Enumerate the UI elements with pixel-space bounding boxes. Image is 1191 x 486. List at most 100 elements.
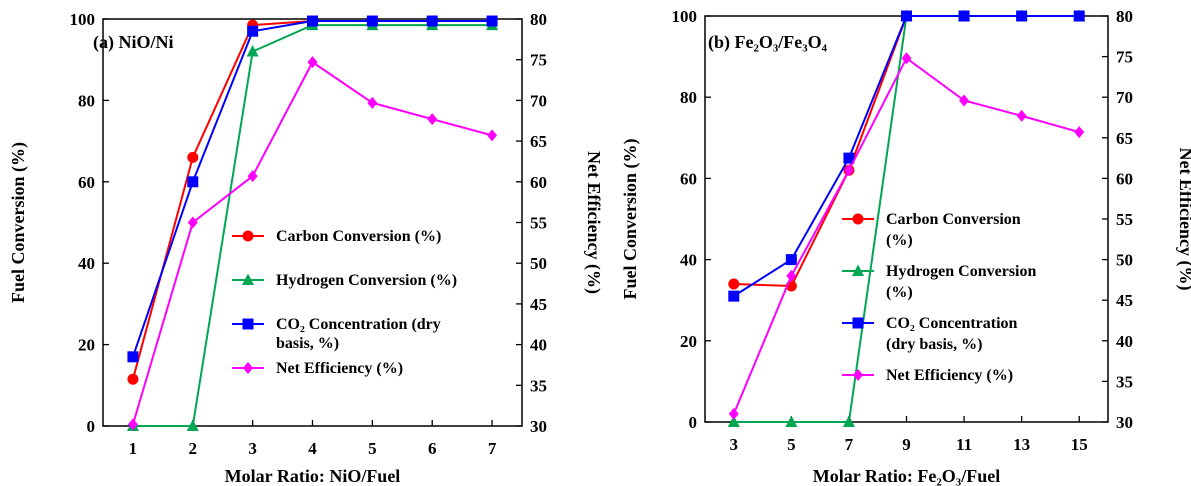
y-tick-label: 60: [78, 173, 95, 192]
y2-axis-title: Net Efficiency (%): [1175, 148, 1191, 291]
data-point: [842, 415, 855, 427]
y2-tick-label: 30: [530, 417, 547, 436]
x-tick-label: 7: [845, 435, 854, 454]
series-4: [127, 56, 498, 431]
data-point: [186, 419, 199, 431]
y2-tick-label: 60: [1116, 169, 1133, 188]
data-point: [727, 415, 740, 427]
y2-tick-label: 75: [1116, 48, 1133, 67]
legend-entry: Hydrogen Conversion (%): [232, 272, 457, 289]
y2-tick-label: 75: [530, 51, 547, 70]
y2-tick-label: 40: [1116, 332, 1133, 351]
legend: Carbon Conversion (%) Hydrogen Conversion (…: [842, 211, 1036, 384]
legend-marker: [853, 369, 863, 381]
y2-tick-label: 55: [1116, 210, 1133, 229]
x-tick-label: 11: [956, 435, 972, 454]
data-point: [785, 254, 797, 266]
data-point: [901, 10, 912, 22]
legend-label: Carbon Conversion (%): [276, 228, 441, 245]
data-point: [187, 151, 199, 163]
legend-entry: Hydrogen Conversion (%): [842, 263, 1036, 301]
data-point: [728, 290, 740, 302]
data-point: [307, 15, 318, 27]
legend-entry: Carbon Conversion (%): [232, 228, 441, 245]
x-tick-label: 3: [248, 439, 257, 458]
x-tick-label: 2: [189, 439, 198, 458]
data-point: [127, 418, 138, 431]
x-tick-label: 6: [428, 439, 437, 458]
legend-marker: [243, 362, 253, 374]
y2-tick-label: 70: [530, 91, 547, 110]
legend-label: (%): [886, 232, 913, 249]
legend-label: Hydrogen Conversion: [886, 263, 1036, 280]
series-3: [127, 15, 498, 363]
data-point: [959, 94, 970, 107]
y-tick-label: 100: [70, 10, 96, 29]
x-tick-label: 3: [730, 435, 739, 454]
data-point: [901, 52, 912, 65]
x-axis-title: Molar Ratio: Fe₂O₃/Fuel: [813, 466, 1000, 486]
data-point: [187, 216, 198, 229]
legend-label: (%): [886, 284, 913, 301]
x-tick-label: 5: [787, 435, 796, 454]
legend-entry: Net Efficiency (%): [842, 367, 1013, 384]
data-point: [843, 164, 854, 177]
series-4: [728, 52, 1085, 420]
legend-marker: [852, 317, 864, 329]
data-point: [786, 269, 797, 282]
y-tick-label: 20: [78, 336, 95, 355]
data-point: [366, 15, 378, 27]
y2-tick-label: 70: [1116, 88, 1133, 107]
data-point: [843, 152, 855, 164]
x-tick-label: 13: [1013, 435, 1030, 454]
legend-label: Net Efficiency (%): [886, 367, 1013, 384]
legend: Carbon Conversion (%) Hydrogen Conversion…: [232, 228, 457, 377]
legend-entry: CO₂ Concentration (dry basis, %): [232, 316, 441, 352]
y-axis-title: Fuel Conversion (%): [8, 142, 29, 303]
y-tick-label: 40: [78, 254, 95, 273]
y-tick-label: 0: [87, 417, 96, 436]
y2-tick-label: 45: [530, 295, 547, 314]
y-tick-label: 0: [689, 413, 698, 432]
y-tick-label: 20: [680, 332, 697, 351]
y2-tick-label: 80: [1116, 7, 1133, 26]
x-tick-label: 5: [368, 439, 377, 458]
series-line: [131, 20, 493, 358]
y2-tick-label: 40: [530, 336, 547, 355]
y2-tick-label: 65: [1116, 129, 1133, 148]
legend-entry: Net Efficiency (%): [232, 360, 403, 377]
y2-tick-label: 30: [1116, 413, 1133, 432]
y-tick-label: 40: [680, 251, 697, 270]
legend-label: basis, %): [276, 335, 339, 352]
data-point: [1074, 126, 1085, 139]
y2-tick-label: 35: [1116, 372, 1133, 391]
data-point: [1016, 10, 1028, 22]
legend-label: Net Efficiency (%): [276, 360, 403, 377]
y2-tick-label: 35: [530, 376, 547, 395]
data-point: [246, 45, 259, 57]
data-point: [487, 129, 498, 142]
legend-label: CO₂ Concentration: [886, 315, 1018, 332]
x-axis-title: Molar Ratio: NiO/Fuel: [225, 466, 401, 486]
data-point: [127, 373, 139, 385]
data-point: [247, 25, 259, 37]
series-3: [728, 10, 1085, 302]
legend-marker: [242, 318, 254, 330]
y-tick-label: 80: [680, 88, 697, 107]
y-tick-label: 100: [672, 7, 698, 26]
y2-tick-label: 45: [1116, 291, 1133, 310]
x-tick-label: 15: [1071, 435, 1088, 454]
data-point: [728, 407, 739, 420]
y2-tick-label: 65: [530, 132, 547, 151]
data-point: [785, 415, 798, 427]
legend-marker: [242, 230, 254, 242]
y2-tick-label: 80: [530, 10, 547, 29]
data-point: [367, 96, 378, 109]
legend-label: Hydrogen Conversion (%): [276, 272, 457, 289]
legend-entry: Carbon Conversion (%): [842, 211, 1021, 249]
x-tick-label: 4: [308, 439, 317, 458]
panel-label: (b) Fe₂O₃/Fe₃O₄: [708, 32, 828, 53]
